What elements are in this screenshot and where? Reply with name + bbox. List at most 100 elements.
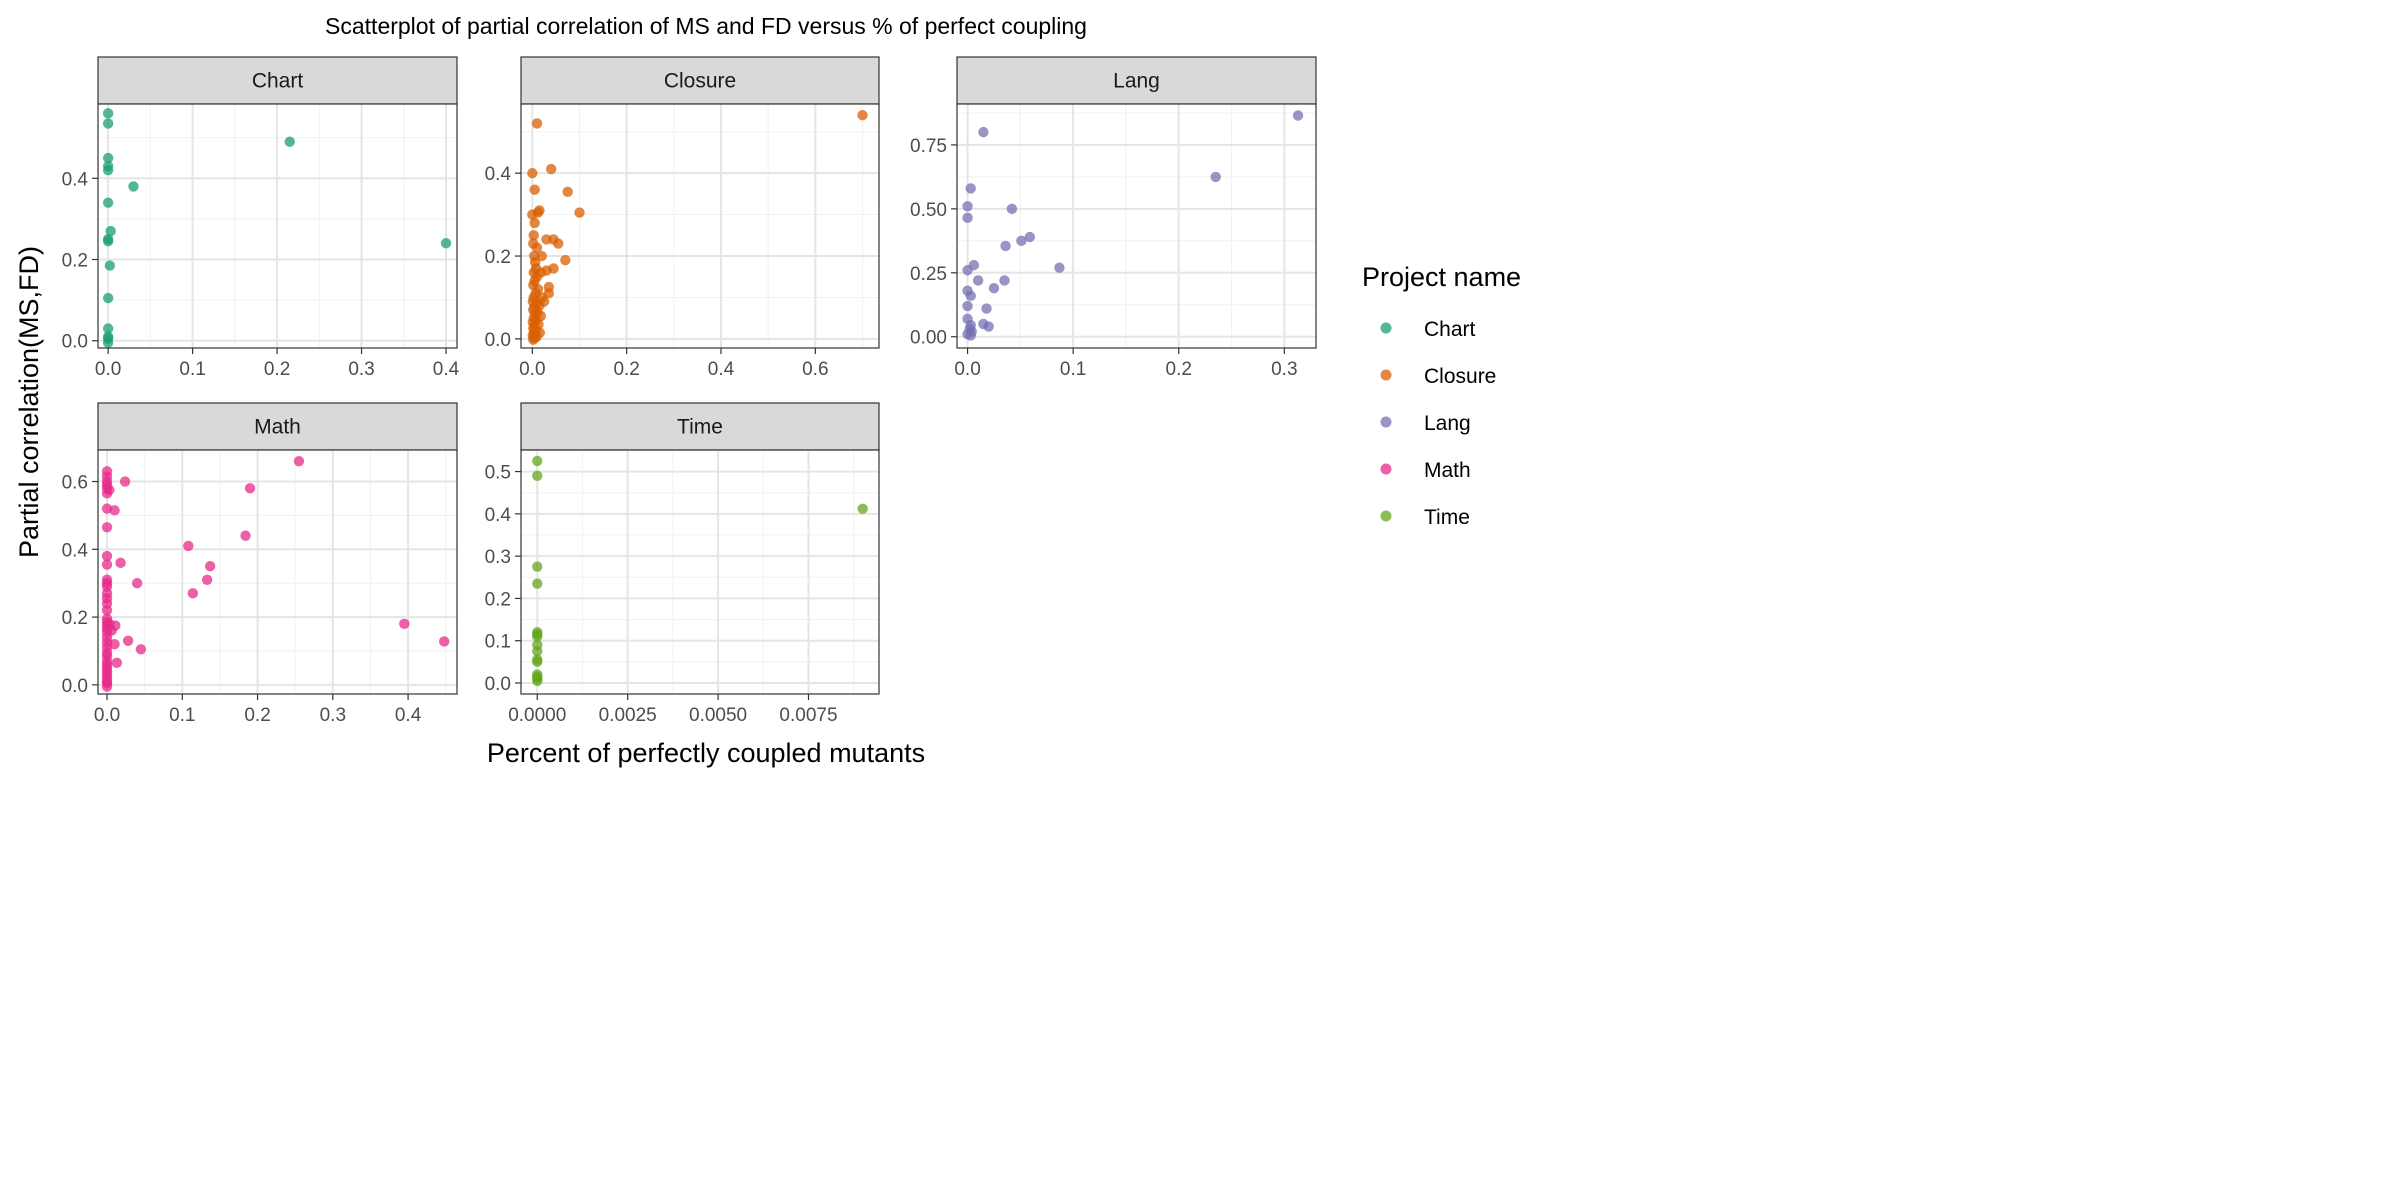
data-point-math	[101, 488, 113, 499]
data-point-closure	[529, 184, 540, 195]
data-point-time	[532, 578, 543, 589]
y-tick-label-lang: 0.25	[910, 264, 947, 285]
data-point-closure	[528, 334, 539, 345]
data-point-math	[101, 550, 113, 562]
legend-title: Project name	[1362, 262, 1521, 292]
legend-item-chart: Chart	[1380, 318, 1476, 341]
data-point-closure	[545, 163, 557, 175]
data-point-closure	[528, 238, 539, 249]
data-point-chart	[105, 225, 116, 237]
x-tick-label-lang: 0.1	[1060, 359, 1086, 380]
data-point-time	[532, 646, 543, 657]
data-point-closure	[534, 205, 545, 216]
data-point-math	[119, 476, 131, 487]
x-tick-label-time: 0.0050	[689, 705, 747, 726]
data-point-math	[201, 574, 213, 585]
x-tick-label-closure: 0.4	[708, 359, 735, 380]
y-tick-label-time: 0.1	[485, 632, 511, 653]
data-point-math	[135, 644, 147, 655]
data-point-closure	[535, 267, 547, 278]
data-point-time	[532, 561, 543, 572]
data-point-math	[111, 657, 123, 669]
panel-border-math	[97, 449, 458, 695]
x-tick-label-chart: 0.2	[264, 359, 290, 380]
strip-chart	[97, 56, 458, 105]
data-point-math	[101, 681, 113, 692]
data-point-lang	[978, 126, 989, 138]
data-point-chart	[102, 118, 114, 129]
y-tick-label-closure: 0.4	[485, 164, 512, 185]
y-tick-label-time: 0.2	[485, 589, 511, 610]
x-tick-label-chart: 0.1	[179, 359, 205, 380]
data-point-math	[439, 636, 450, 647]
x-tick-label-chart: 0.4	[433, 359, 460, 380]
legend-item-closure: Closure	[1380, 365, 1496, 388]
data-point-lang	[1210, 171, 1221, 183]
data-point-closure	[560, 254, 571, 266]
data-point-math	[122, 635, 134, 646]
legend-label: Closure	[1424, 365, 1496, 388]
x-tick-label-math: 0.4	[395, 705, 422, 726]
y-tick-label-closure: 0.2	[485, 247, 511, 268]
x-tick-label-chart: 0.3	[348, 359, 374, 380]
data-point-lang	[968, 259, 980, 271]
data-point-math	[187, 588, 199, 599]
data-point-math	[183, 540, 194, 552]
data-point-lang	[1292, 110, 1304, 121]
x-tick-label-time: 0.0025	[599, 705, 657, 726]
y-tick-label-math: 0.0	[62, 676, 88, 697]
y-tick-label-lang: 0.50	[910, 200, 947, 221]
data-point-math	[244, 483, 256, 494]
gridlines-math	[98, 450, 457, 694]
strip-label-math: Math	[254, 416, 301, 439]
faceted-scatter-chart: Scatterplot of partial correlation of MS…	[14, 13, 1521, 768]
data-point-chart	[102, 337, 114, 348]
points-closure	[527, 109, 868, 345]
data-point-closure	[536, 250, 547, 262]
legend-marker	[1380, 510, 1392, 522]
data-point-time	[532, 675, 543, 687]
data-point-lang	[972, 275, 984, 286]
data-point-lang	[965, 183, 976, 194]
data-point-lang	[999, 275, 1010, 286]
data-point-math	[131, 577, 143, 589]
panel-border-closure	[520, 103, 880, 349]
y-tick-label-chart: 0.2	[62, 250, 88, 271]
panel-border-lang	[956, 103, 1317, 349]
data-point-closure	[529, 217, 540, 229]
data-point-chart	[102, 164, 114, 176]
data-point-closure	[548, 263, 559, 274]
x-tick-label-closure: 0.0	[519, 359, 545, 380]
x-tick-label-math: 0.2	[244, 705, 270, 726]
data-point-closure	[553, 238, 564, 249]
panel-background-closure	[521, 104, 879, 348]
data-point-lang	[1016, 235, 1027, 247]
panel-background-time	[521, 450, 879, 694]
legend-label: Math	[1424, 459, 1471, 482]
strip-label-chart: Chart	[252, 70, 304, 93]
points-lang	[962, 110, 1304, 341]
data-point-chart	[102, 152, 114, 164]
data-point-lang	[962, 212, 973, 224]
y-tick-label-time: 0.3	[485, 547, 511, 568]
y-axis-title: Partial correlation(MS,FD)	[14, 246, 44, 558]
facet-chart: Chart 0.0 0.1 0.2 0.3 0.4 0.0 0.2 0.4	[62, 56, 460, 380]
points-math	[101, 455, 450, 692]
points-chart	[102, 108, 452, 348]
y-tick-label-lang: 0.75	[910, 136, 947, 157]
legend-marker	[1380, 416, 1392, 428]
data-point-lang	[962, 300, 973, 312]
data-point-chart	[104, 260, 116, 271]
legend-label: Time	[1424, 506, 1470, 529]
y-tick-label-math: 0.6	[62, 473, 88, 494]
data-point-closure	[527, 167, 538, 179]
data-point-closure	[531, 118, 543, 129]
facet-math: Math 0.0 0.1 0.2 0.3 0.4 0.0 0.2 0.4 0.6	[62, 402, 458, 726]
x-tick-label-math: 0.1	[169, 705, 195, 726]
legend-marker	[1380, 463, 1392, 475]
y-tick-label-math: 0.2	[62, 608, 88, 629]
panel-border-time	[520, 449, 880, 695]
legend-items: Chart Closure Lang Math Time	[1380, 318, 1496, 529]
strip-time	[520, 402, 880, 451]
